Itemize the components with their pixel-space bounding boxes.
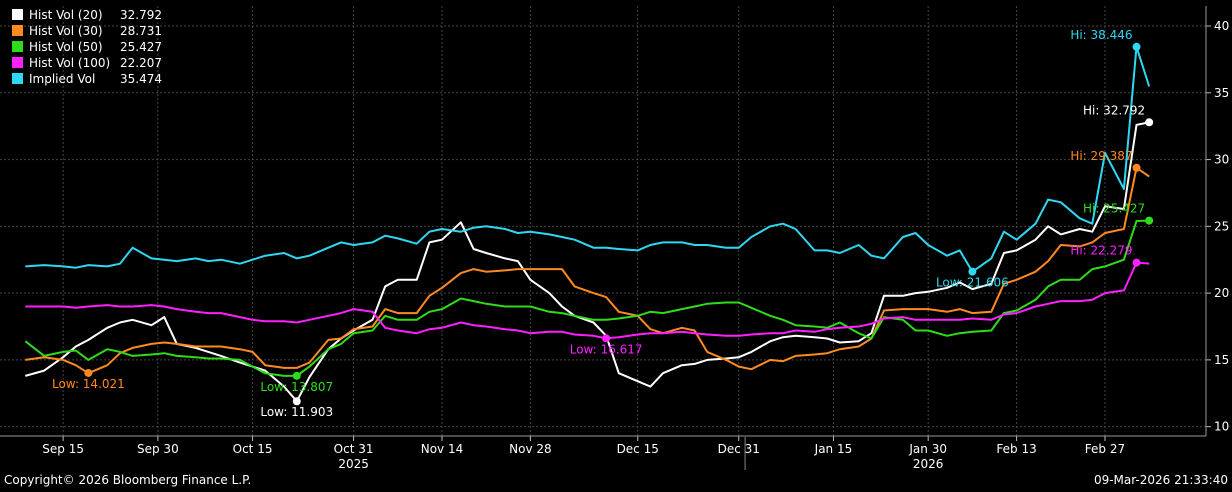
timestamp-text: 09-Mar-2026 21:33:40 bbox=[1094, 473, 1228, 487]
series-line-3 bbox=[25, 261, 1150, 340]
x-tick-label: Feb 13 bbox=[996, 442, 1036, 456]
y-tick-label: 30 bbox=[1214, 153, 1229, 167]
legend-value-4: 35.474 bbox=[120, 72, 162, 86]
legend-name-0: Hist Vol (20) bbox=[29, 8, 103, 22]
series-line-0 bbox=[25, 121, 1150, 403]
x-tick-label: Jan 30 bbox=[908, 442, 947, 456]
y-tick-label: 40 bbox=[1214, 19, 1229, 33]
series-1-marker-dot bbox=[1132, 163, 1141, 172]
legend-swatch-1 bbox=[12, 25, 23, 36]
y-tick-label: 20 bbox=[1214, 286, 1229, 300]
legend-name-1: Hist Vol (30) bbox=[29, 24, 103, 38]
y-tick-label: 15 bbox=[1214, 353, 1229, 367]
hi-low-markers: Hi: 32.792 Low: 11.903 Hi: 29.387 Low: 14.0… bbox=[52, 28, 1154, 419]
legend-name-3: Hist Vol (100) bbox=[29, 56, 110, 70]
legend-swatch-3 bbox=[12, 57, 23, 68]
y-tick-label: 35 bbox=[1214, 86, 1229, 100]
x-tick-label: Nov 14 bbox=[421, 442, 464, 456]
x-tick-label: Sep 30 bbox=[137, 442, 179, 456]
legend-value-3: 22.207 bbox=[120, 56, 162, 70]
series-0-marker-dot bbox=[292, 397, 301, 406]
x-tick-label: Dec 15 bbox=[617, 442, 659, 456]
x-tick-label: Dec 31 bbox=[718, 442, 760, 456]
series-3-marker-label: Hi: 22.279 bbox=[1070, 244, 1132, 258]
y-tick-label: 25 bbox=[1214, 219, 1229, 233]
x-tick-label: Oct 31 bbox=[334, 442, 374, 456]
footer: Copyright© 2026 Bloomberg Finance L.P. 0… bbox=[4, 473, 1228, 487]
series-lines bbox=[24, 45, 1151, 403]
series-0-marker-label: Low: 11.903 bbox=[260, 405, 333, 419]
series-3-marker-dot bbox=[602, 334, 611, 343]
series-2-marker-dot bbox=[1145, 216, 1154, 225]
series-4-marker-label: Hi: 38.446 bbox=[1070, 28, 1132, 42]
legend-name-4: Implied Vol bbox=[29, 72, 95, 86]
series-4-marker-label: Low: 21.606 bbox=[936, 276, 1009, 290]
series-4-marker-dot bbox=[1132, 42, 1141, 51]
series-0-marker-label: Hi: 32.792 bbox=[1083, 103, 1145, 117]
legend-value-1: 28.731 bbox=[120, 24, 162, 38]
y-tick-label: 10 bbox=[1214, 420, 1229, 434]
series-4-marker-dot bbox=[968, 267, 977, 276]
year-label: 2026 bbox=[913, 457, 944, 471]
series-2-marker-label: Low: 13.807 bbox=[260, 380, 333, 394]
x-tick-label: Oct 15 bbox=[233, 442, 273, 456]
series-2-marker-dot bbox=[292, 371, 301, 380]
x-tick-label: Jan 15 bbox=[814, 442, 853, 456]
series-1-marker-label: Hi: 29.387 bbox=[1070, 149, 1132, 163]
legend-name-2: Hist Vol (50) bbox=[29, 40, 103, 54]
series-line-1 bbox=[25, 166, 1150, 375]
series-0-marker-dot bbox=[1145, 118, 1154, 127]
series-line-4 bbox=[25, 45, 1151, 273]
x-tick-label: Feb 27 bbox=[1085, 442, 1125, 456]
series-2-marker-label: Hi: 25.427 bbox=[1083, 202, 1145, 216]
grid bbox=[0, 6, 1206, 436]
legend-value-2: 25.427 bbox=[120, 40, 162, 54]
legend-swatch-0 bbox=[12, 9, 23, 20]
legend-swatch-4 bbox=[12, 73, 23, 84]
series-1-marker-label: Low: 14.021 bbox=[52, 377, 125, 391]
legend-swatch-2 bbox=[12, 41, 23, 52]
copyright-text: Copyright© 2026 Bloomberg Finance L.P. bbox=[4, 473, 251, 487]
x-tick-label: Nov 28 bbox=[509, 442, 552, 456]
legend: Hist Vol (20) 32.792 Hist Vol (30) 28.731 Hi… bbox=[12, 8, 162, 86]
series-3-marker-dot bbox=[1132, 258, 1141, 267]
series-3-marker-label: Low: 16.617 bbox=[570, 342, 643, 356]
x-tick-label: Sep 15 bbox=[42, 442, 84, 456]
year-label: 2025 bbox=[338, 457, 369, 471]
series-line-2 bbox=[24, 219, 1150, 377]
series-1-marker-dot bbox=[84, 368, 93, 377]
legend-value-0: 32.792 bbox=[120, 8, 162, 22]
